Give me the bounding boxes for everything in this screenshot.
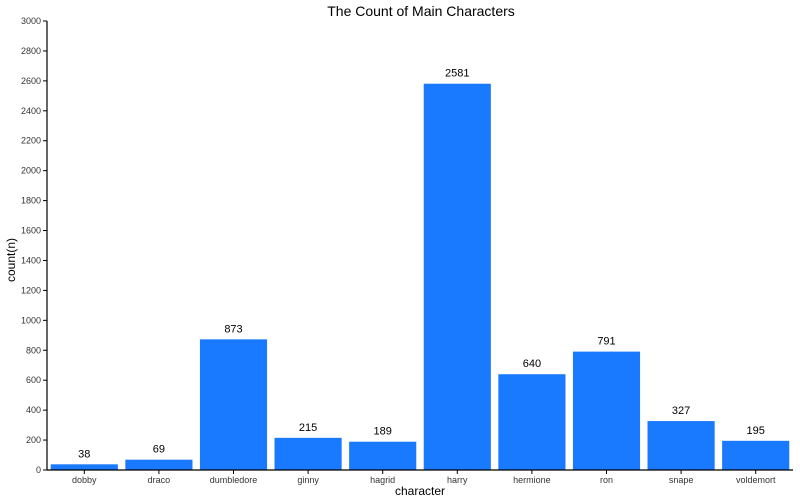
bar-harry [423,83,491,471]
data-label-snape: 327 [672,405,690,417]
bar-dumbledore [199,339,268,470]
data-label-hagrid: 189 [374,426,392,438]
bar-hermione [498,374,566,470]
bar-snape [647,421,715,470]
bar-dobby [50,464,118,470]
x-tick-label-draco: draco [148,475,171,485]
y-tick-label: 2600 [21,76,41,86]
y-tick-label: 600 [26,375,41,385]
data-label-dumbledore: 873 [224,323,242,335]
x-tick-label-ginny: ginny [297,475,319,485]
y-tick-label: 800 [26,345,41,355]
y-tick-label: 2000 [21,166,41,176]
y-axis-title: count(n) [4,238,18,282]
bar-ron [572,351,641,470]
y-tick-label: 1400 [21,255,41,265]
y-tick-label: 1600 [21,226,41,236]
data-label-dobby: 38 [78,448,90,460]
x-tick-label-voldemort: voldemort [736,475,776,485]
y-tick-label: 2800 [21,46,41,56]
y-tick-label: 2200 [21,136,41,146]
y-axis-ticks: 0 200 400 600 800 1000 1200 1400 1600 1800 2000 220… [21,16,47,475]
x-tick-label-hagrid: hagrid [370,475,395,485]
x-tick-label-ron: ron [600,475,613,485]
x-tick-label-snape: snape [669,475,694,485]
x-axis-title: character [395,484,445,498]
y-tick-label: 2400 [21,106,41,116]
y-tick-label: 3000 [21,16,41,26]
chart-title: The Count of Main Characters [327,3,515,19]
x-tick-label-dumbledore: dumbledore [210,475,258,485]
y-tick-label: 200 [26,435,41,445]
data-label-draco: 69 [153,444,165,456]
x-tick-label-harry: harry [447,475,468,485]
bar-voldemort [722,440,790,470]
data-label-ginny: 215 [299,422,317,434]
data-label-voldemort: 195 [747,425,765,437]
data-label-harry: 2581 [445,68,469,80]
y-tick-label: 1800 [21,196,41,206]
bar-draco [125,459,193,470]
bars [50,83,790,471]
y-tick-label: 1000 [21,315,41,325]
data-label-ron: 791 [597,336,615,348]
y-tick-label: 1200 [21,285,41,295]
bar-ginny [274,437,342,470]
x-tick-label-dobby: dobby [72,475,97,485]
data-label-hermione: 640 [523,358,541,370]
data-labels: 38 69 873 215 189 2581 640 791 327 195 [78,68,765,461]
bar-hagrid [349,441,417,470]
x-axis-ticks: dobby draco dumbledore ginny hagrid harry herm… [72,470,776,485]
y-tick-label: 0 [36,465,41,475]
y-tick-label: 400 [26,405,41,415]
x-tick-label-hermione: hermione [513,475,551,485]
